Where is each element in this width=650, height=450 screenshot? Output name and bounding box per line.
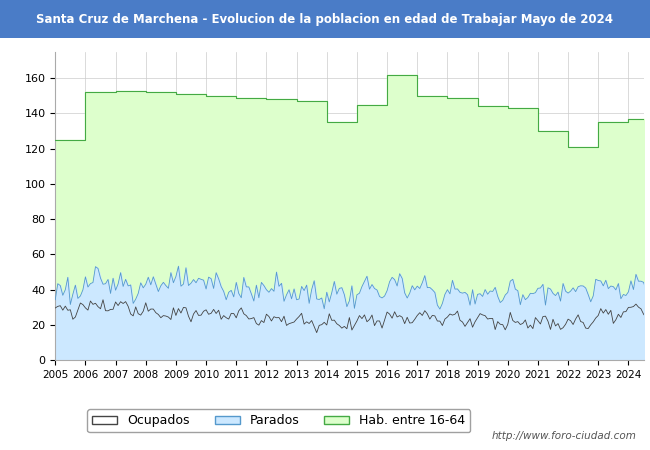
Text: Santa Cruz de Marchena - Evolucion de la poblacion en edad de Trabajar Mayo de 2: Santa Cruz de Marchena - Evolucion de la… bbox=[36, 13, 614, 26]
Text: http://www.foro-ciudad.com: http://www.foro-ciudad.com bbox=[492, 431, 637, 441]
Legend: Ocupados, Parados, Hab. entre 16-64: Ocupados, Parados, Hab. entre 16-64 bbox=[87, 410, 471, 432]
